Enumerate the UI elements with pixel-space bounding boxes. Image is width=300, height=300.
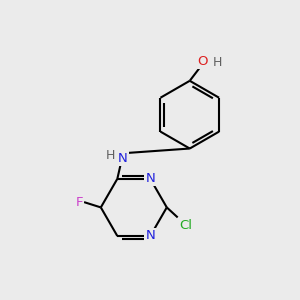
Text: O: O (197, 55, 208, 68)
Text: H: H (106, 149, 116, 162)
Text: N: N (146, 230, 155, 242)
Text: H: H (213, 56, 222, 69)
Text: N: N (118, 152, 128, 165)
Text: N: N (146, 172, 155, 185)
Text: F: F (76, 196, 83, 208)
Text: Cl: Cl (179, 219, 192, 232)
